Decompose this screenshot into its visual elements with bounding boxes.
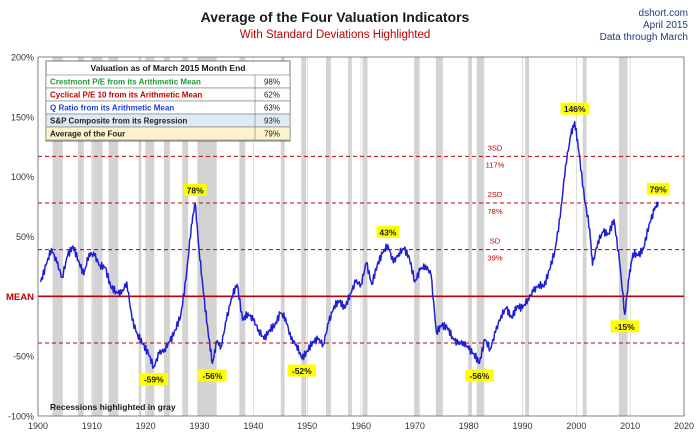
table-row-value: 98% [264, 78, 280, 87]
recession-band [525, 57, 529, 416]
table-row-value: 62% [264, 91, 280, 100]
table-header: Valuation as of March 2015 Month End [91, 63, 246, 73]
annotation-label: -56% [202, 371, 222, 381]
x-tick-label: 1970 [405, 421, 425, 431]
series-group [39, 120, 659, 369]
table-row-label: S&P Composite from its Regression [50, 117, 187, 126]
annotation-label: -56% [470, 371, 490, 381]
chart-title: Average of the Four Valuation Indicators [201, 9, 470, 25]
recession-band [52, 57, 63, 416]
table-row [45, 126, 291, 141]
valuation-table: Valuation as of March 2015 Month End Cre… [45, 60, 291, 142]
plot-border [37, 56, 685, 417]
x-tick-label: 2000 [566, 421, 586, 431]
table-row-value: 93% [264, 117, 280, 126]
annotation-badge [287, 364, 316, 377]
footnote: Recessions highlighted in gray [50, 402, 176, 412]
annotation-group: 78% -59% -56% -52% 43% -56% 146% -15% 79% [139, 102, 670, 385]
annotation-label: 146% [564, 104, 586, 114]
annotation-label: -15% [615, 322, 635, 332]
y-tick-label: -50% [13, 352, 34, 362]
annotation-label: 79% [650, 184, 667, 194]
recession-band [197, 57, 217, 416]
recession-band [476, 57, 485, 416]
x-axis-ticks: 1900 1910 1920 1930 1940 1950 1960 1970 1980 1990… [28, 421, 694, 431]
table-row-value: 79% [264, 130, 280, 139]
sd-value-label: 39% [487, 254, 502, 263]
recession-band [280, 57, 285, 416]
x-tick-label: 1990 [512, 421, 532, 431]
sd-label: SD [490, 237, 501, 246]
x-tick-label: 2020 [674, 421, 694, 431]
recession-band [77, 57, 84, 416]
annotation-label: 78% [187, 185, 204, 195]
y-tick-label: 200% [11, 53, 34, 63]
sd-value-label: 78% [487, 207, 502, 216]
annotation-badge [376, 225, 400, 238]
recession-band [301, 57, 307, 416]
annotation-badge [560, 102, 589, 115]
annotation-label: 43% [379, 227, 396, 237]
recession-band [163, 57, 170, 416]
x-tick-label: 1930 [189, 421, 209, 431]
recession-band [138, 57, 142, 416]
chart-subtitle: With Standard Deviations Highlighted [240, 29, 431, 41]
table-row-value: 63% [264, 104, 280, 113]
table-row-label: Crestmont P/E from its Arithmetic Mean [50, 78, 201, 87]
recession-band [108, 57, 119, 416]
source-line-2: April 2015 [643, 20, 688, 31]
recession-band [414, 57, 420, 416]
annotation-badge [198, 369, 227, 382]
x-tick-label: 1960 [351, 421, 371, 431]
x-tick-label: 1910 [82, 421, 102, 431]
recession-band [239, 57, 246, 416]
table-rows: Crestmont P/E from its Arithmetic Mean 98… [45, 74, 291, 141]
recession-band [582, 57, 587, 416]
annotation-badge [465, 369, 494, 382]
recession-band [182, 57, 189, 416]
recession-band [362, 57, 368, 416]
recession-band [348, 57, 352, 416]
x-tick-label: 1980 [459, 421, 479, 431]
x-tick-label: 1940 [243, 421, 263, 431]
source-line-1: dshort.com [639, 8, 688, 19]
x-tick-label: 1900 [28, 421, 48, 431]
x-tick-label: 1950 [297, 421, 317, 431]
annotation-label: -59% [144, 374, 164, 384]
y-tick-label: -100% [8, 412, 34, 422]
sd-label: 2SD [488, 190, 503, 199]
source-line-3: Data through March [600, 32, 688, 43]
annotation-badge [646, 182, 670, 195]
x-tick-label: 1920 [136, 421, 156, 431]
mean-label: MEAN [6, 292, 34, 303]
annotation-badge [183, 183, 207, 196]
series-line [39, 120, 659, 369]
recession-band [435, 57, 443, 416]
y-tick-label: 100% [11, 172, 34, 182]
y-tick-label: 150% [11, 112, 34, 122]
recession-band [618, 57, 628, 416]
sd-label: 3SD [488, 143, 503, 152]
annotation-label: -52% [292, 366, 312, 376]
annotation-badge [139, 372, 168, 385]
y-axis-ticks: 200% 150% 100% 50% MEAN -50% -100% [6, 53, 34, 422]
y-tick-label: 50% [16, 232, 34, 242]
table-row-label: Q Ratio from its Arithmetic Mean [50, 104, 174, 113]
recession-band [326, 57, 331, 416]
sd-value-label: 117% [486, 160, 505, 169]
recession-band [92, 57, 103, 416]
recession-band [468, 57, 472, 416]
x-tick-label: 2010 [620, 421, 640, 431]
annotation-badge [610, 320, 639, 333]
table-row-label: Average of the Four [50, 130, 125, 139]
recession-bands [52, 57, 628, 416]
table-row-label: Cyclical P/E 10 from its Arithmetic Mean [50, 91, 202, 100]
recession-band [146, 57, 155, 416]
sd-lines: 3SD 117% 2SD 78% SD 39% [38, 143, 684, 344]
